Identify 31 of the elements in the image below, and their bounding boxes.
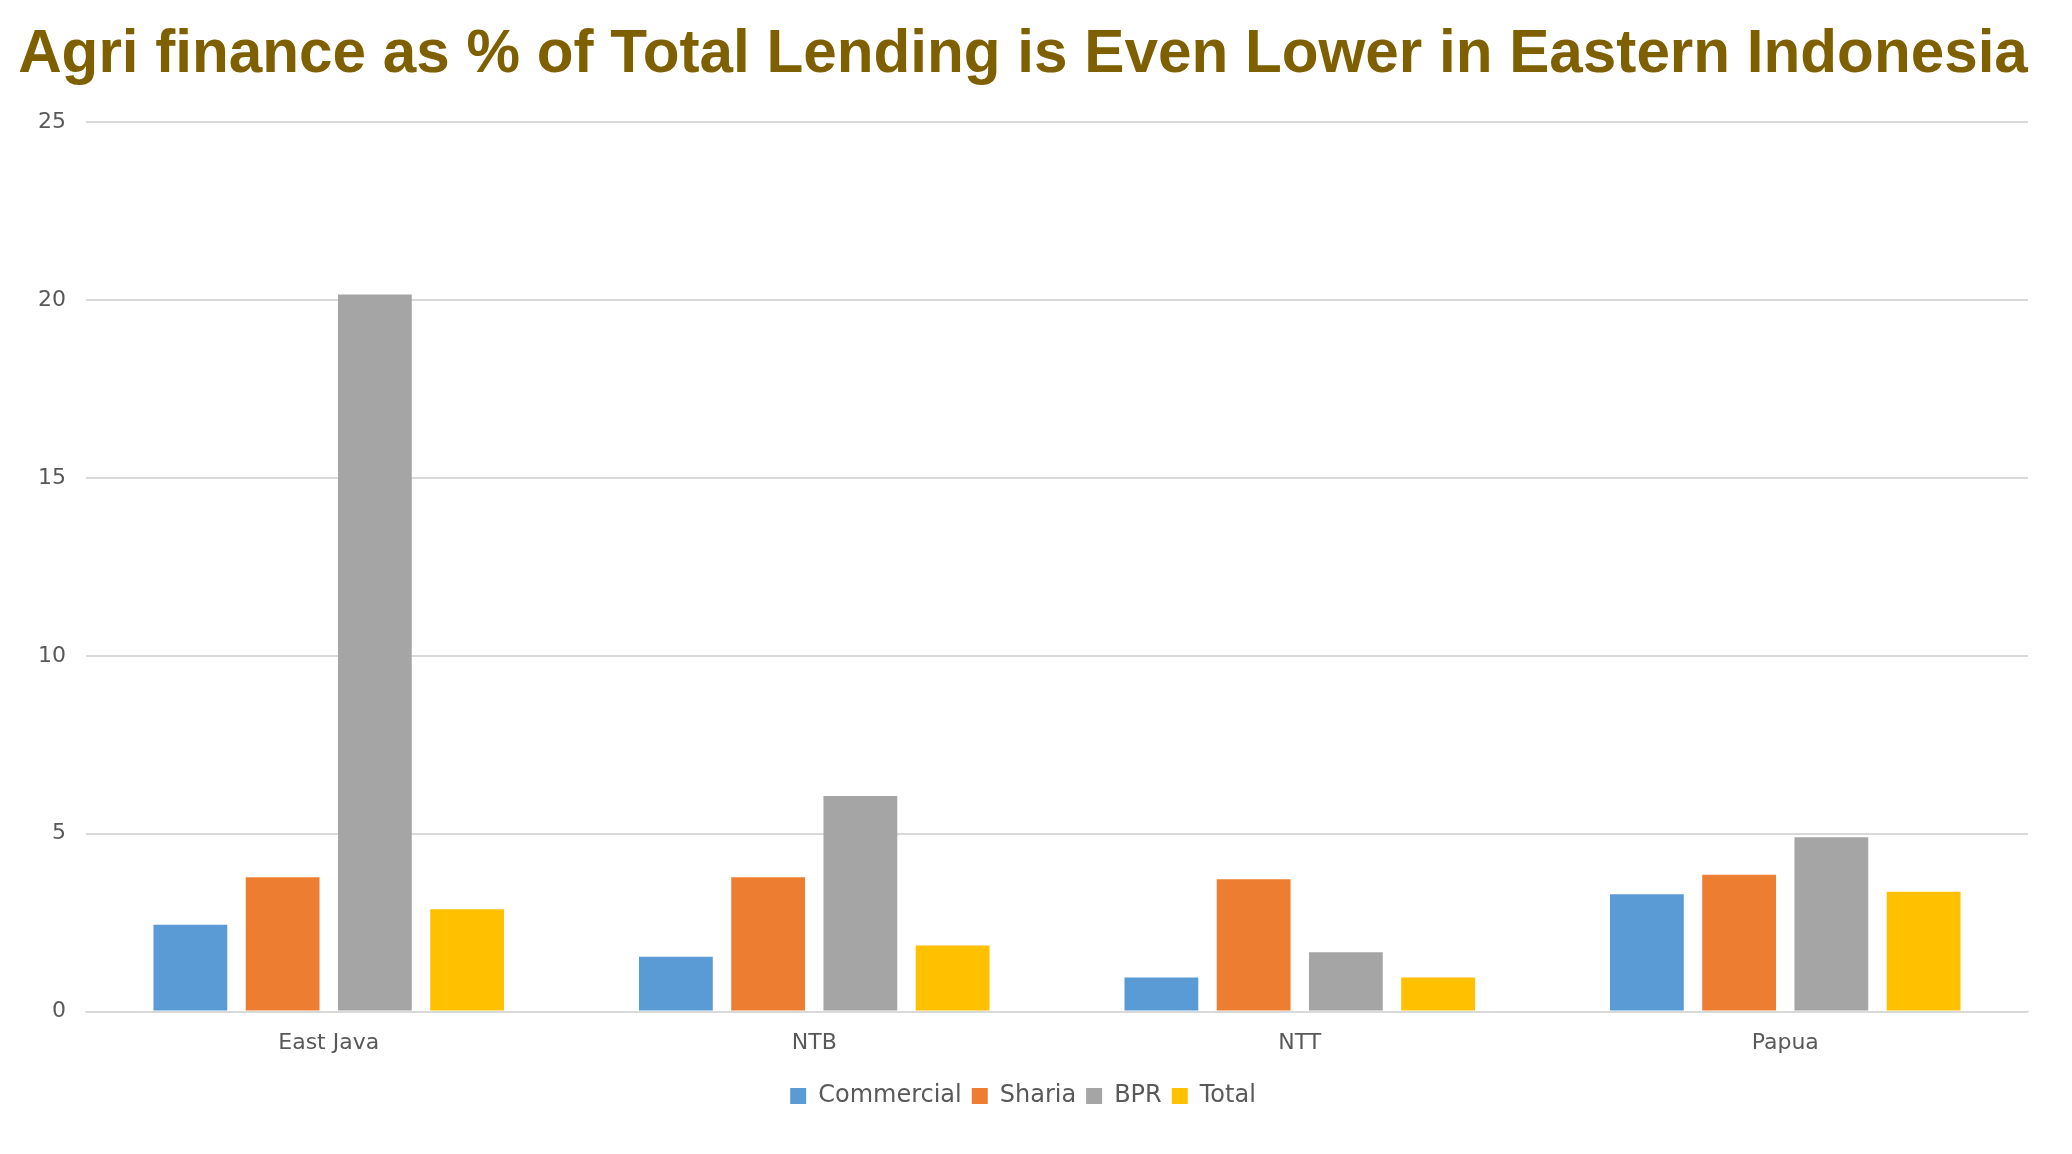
bar [1308, 952, 1383, 1011]
x-tick-label: NTB [791, 1028, 837, 1054]
bar [1609, 894, 1684, 1011]
chart-title: Agri finance as % of Total Lending is Even Lower in Eastern Indonesia [18, 16, 2029, 86]
bar [1401, 977, 1476, 1011]
bar [337, 294, 412, 1011]
bar [823, 796, 898, 1011]
bar [1794, 837, 1869, 1011]
bar [1124, 977, 1199, 1011]
y-tick-label: 5 [51, 819, 66, 845]
x-tick-label: NTT [1278, 1028, 1322, 1054]
x-tick-label: Papua [1751, 1028, 1819, 1054]
bar [1216, 879, 1291, 1011]
y-tick-label: 20 [37, 285, 66, 311]
legend-label: Commercial [818, 1080, 962, 1109]
x-tick-label: East Java [278, 1028, 380, 1054]
legend-label: Sharia [999, 1080, 1077, 1109]
bar [430, 909, 505, 1011]
y-tick-label: 10 [37, 641, 66, 667]
bar [153, 924, 228, 1011]
bar [1702, 874, 1777, 1011]
bar [245, 877, 320, 1011]
y-tick-label: 15 [37, 463, 66, 489]
legend-label: Total [1198, 1080, 1256, 1109]
bar [638, 956, 713, 1011]
y-tick-label: 25 [37, 108, 66, 134]
y-tick-label: 0 [51, 997, 66, 1023]
legend-label: BPR [1114, 1080, 1162, 1109]
bar [731, 877, 806, 1011]
bar [915, 945, 990, 1011]
bar [1886, 891, 1961, 1011]
